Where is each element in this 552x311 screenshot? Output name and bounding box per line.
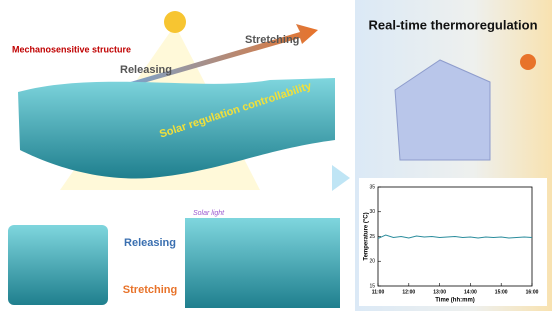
x-tick-label: 16:00	[526, 289, 539, 295]
fabric-block	[185, 218, 340, 308]
x-tick-label: 14:00	[464, 289, 477, 295]
label: Stretching	[123, 284, 177, 296]
x-tick-label: 15:00	[495, 289, 508, 295]
fabric-closeup	[8, 225, 108, 305]
figure: Mechanosensitive structure Releasing Str…	[0, 0, 552, 311]
sun	[164, 11, 186, 33]
panel-title: Real-time thermoregulation	[368, 17, 537, 32]
label: Releasing	[124, 237, 176, 249]
x-tick-label: 13:00	[433, 289, 446, 295]
label: Solar light	[193, 210, 225, 217]
y-tick-label: 30	[369, 209, 375, 215]
label: Mechanosensitive structure	[12, 44, 131, 54]
x-tick-label: 12:00	[402, 289, 415, 295]
y-axis-label: Temperature (°C)	[364, 212, 370, 260]
label: Stretching	[245, 34, 299, 46]
x-tick-label: 11:00	[372, 289, 385, 295]
label: Releasing	[120, 64, 172, 76]
y-tick-label: 35	[369, 184, 375, 190]
chart-box	[359, 178, 547, 306]
x-axis-label: Time (hh:mm)	[435, 298, 475, 304]
y-tick-label: 25	[369, 234, 375, 240]
y-tick-label: 20	[369, 259, 375, 265]
sun-icon	[520, 54, 536, 70]
